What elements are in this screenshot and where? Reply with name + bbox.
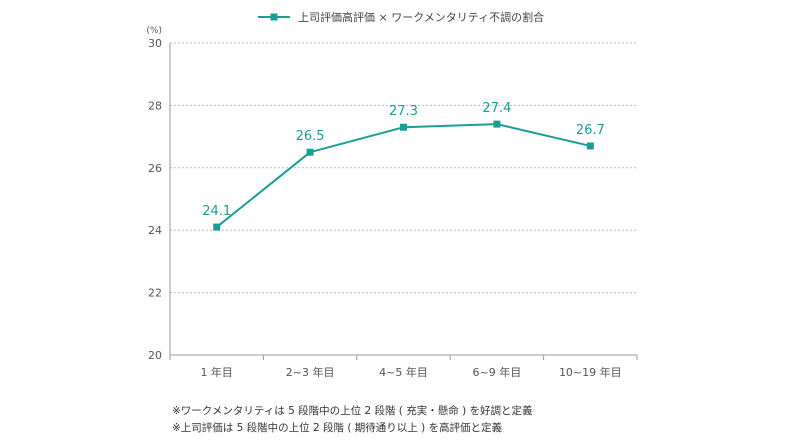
- data-label: 26.5: [296, 129, 325, 144]
- data-point: [586, 142, 594, 150]
- x-tick-label: 6~9 年目: [473, 365, 522, 379]
- gridlines: [170, 42, 637, 294]
- data-point: [493, 120, 501, 128]
- data-point: [306, 148, 314, 156]
- x-tick-label: 1 年目: [200, 365, 233, 379]
- y-tick-label-20: 20: [148, 349, 162, 362]
- x-tick-label: 4~5 年目: [379, 365, 428, 379]
- x-tick-label: 10~19 年目: [559, 365, 622, 379]
- y-tick-label-26: 26: [148, 162, 162, 175]
- data-point: [400, 123, 407, 131]
- note-work-mentality: ※ワークメンタリティは 5 段階中の上位 2 段階 ( 充実・懸命 ) を好調と…: [172, 405, 533, 417]
- series-line: [216, 123, 591, 228]
- y-axis-ticks: 20 22 24 26 28 30(%): [146, 26, 162, 362]
- y-tick-label-30: 30: [148, 37, 162, 50]
- x-axis-ticks: 1 年目 2~3 年目 4~5 年目 6~9 年目 10~19 年目: [200, 365, 621, 379]
- y-tick-label-28: 28: [148, 99, 162, 112]
- legend-label: 上司評価高評価 × ワークメンタリティ不調の割合: [298, 10, 544, 24]
- chart-notes: ※ワークメンタリティは 5 段階中の上位 2 段階 ( 充実・懸命 ) を好調と…: [172, 403, 533, 437]
- y-tick-label-22: 22: [148, 287, 162, 300]
- data-label: 27.3: [389, 104, 418, 119]
- axes: [169, 43, 638, 360]
- data-label: 24.1: [202, 204, 231, 219]
- data-label: 26.7: [576, 123, 605, 138]
- y-axis-unit-label: (%): [146, 26, 162, 36]
- y-tick-label-24: 24: [148, 224, 162, 237]
- series-group: 24.1 26.5 27.3 27.4 26.7: [202, 101, 605, 231]
- note-supervisor-rating: ※上司評価は 5 段階中の上位 2 段階 ( 期待通り以上 ) を高評価と定義: [172, 422, 503, 434]
- chart-legend: 上司評価高評価 × ワークメンタリティ不調の割合: [258, 10, 544, 24]
- x-tick-label: 2~3 年目: [286, 365, 335, 379]
- data-point: [213, 223, 221, 231]
- data-label: 27.4: [482, 101, 511, 116]
- legend-marker: [270, 13, 278, 21]
